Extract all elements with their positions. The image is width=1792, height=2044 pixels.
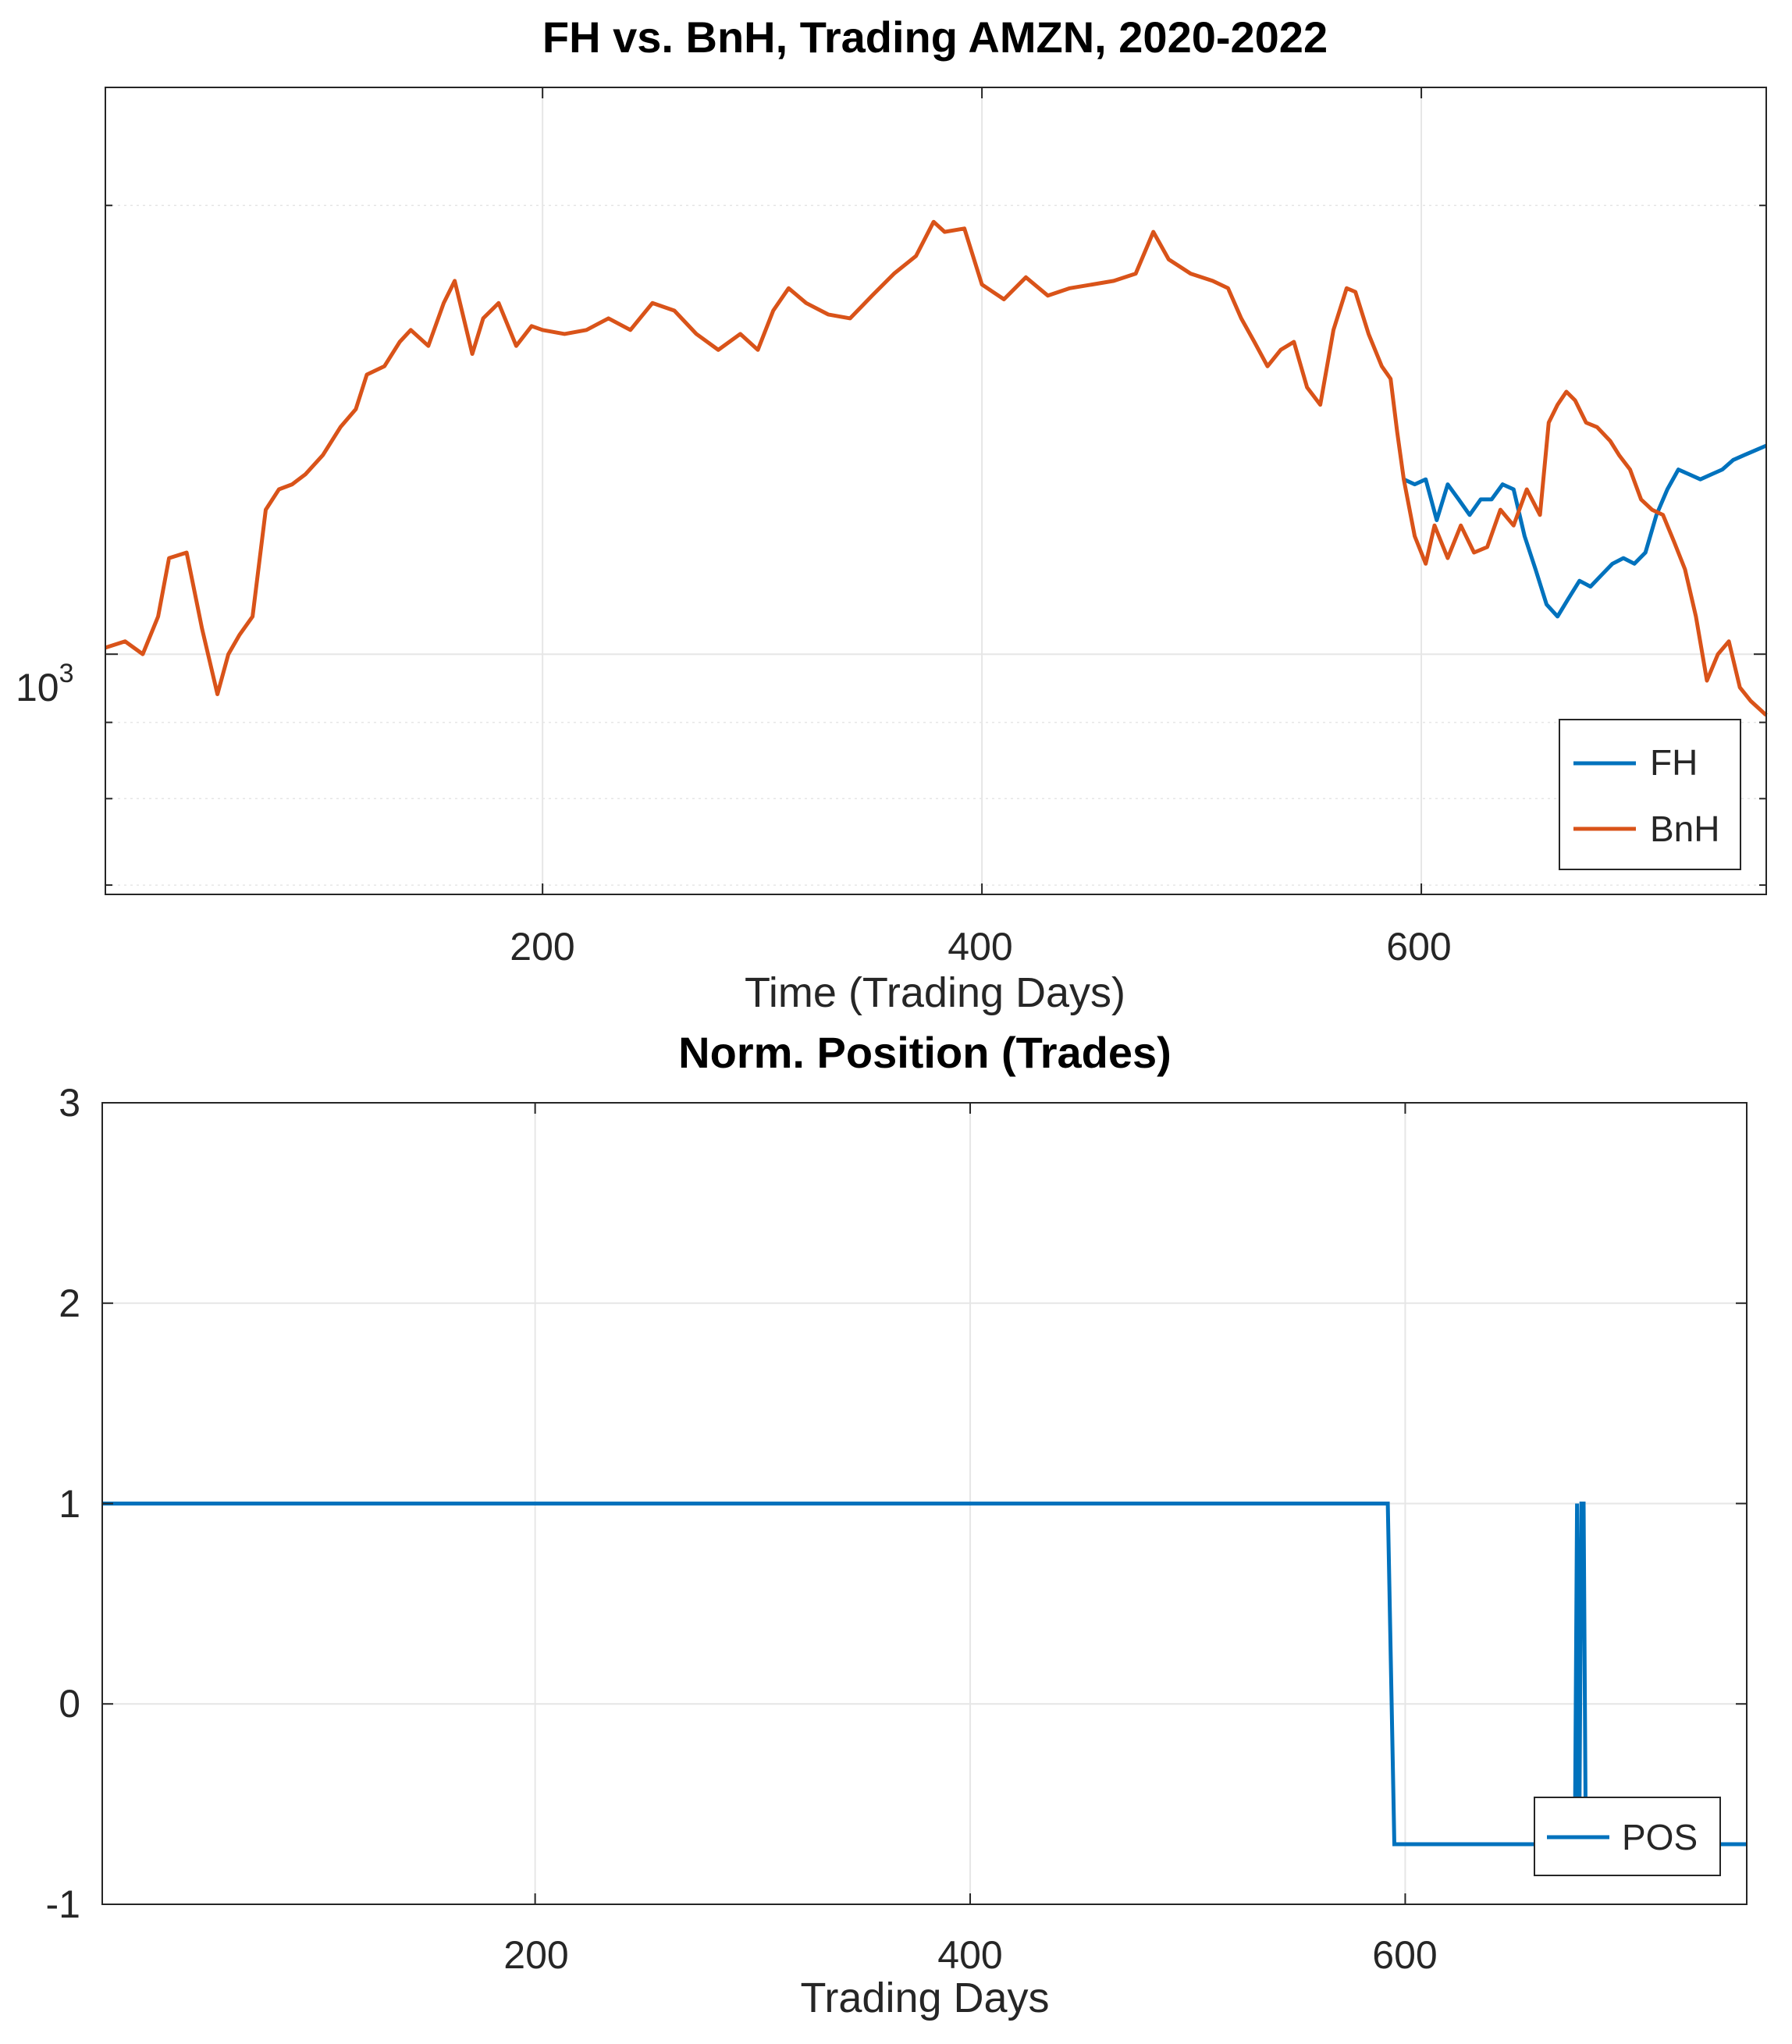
bottom-y-tick-label-2: 2 (59, 1281, 80, 1325)
top-chart-title: FH vs. BnH, Trading AMZN, 2020-2022 (542, 12, 1328, 62)
top-plot-border (105, 87, 1767, 895)
bottom-y-tick-label-3: 3 (59, 1081, 80, 1125)
top-y-tick-exponent: 3 (59, 659, 74, 688)
series-bnh-line (105, 219, 1768, 717)
bottom-lines (102, 1502, 1747, 1847)
series-fh-line (1403, 443, 1767, 619)
top-x-tick-label-400: 400 (948, 925, 1012, 969)
top-legend-box (1559, 719, 1741, 870)
top-x-tick-label-200: 200 (510, 925, 574, 969)
top-y-tick-base: 10 (16, 666, 59, 709)
bottom-y-tick-label-0: 0 (59, 1682, 80, 1726)
bottom-ticks (102, 1102, 1747, 1905)
top-x-axis-label: Time (Trading Days) (745, 969, 1125, 1016)
top-x-tick-label-600: 600 (1386, 925, 1451, 969)
bottom-x-tick-label-400: 400 (937, 1933, 1002, 1977)
top-y-tick-label: 103 (16, 659, 74, 709)
top-plot-area (105, 87, 1766, 894)
top-grid (105, 87, 1766, 894)
legend-bnh-label: BnH (1650, 809, 1719, 849)
top-chart: FH vs. BnH, Trading AMZN, 2020-2022 200 … (16, 12, 1768, 1016)
legend-pos-label: POS (1622, 1817, 1698, 1857)
bottom-y-tick-label-neg1: -1 (46, 1882, 80, 1926)
bottom-x-tick-label-600: 600 (1372, 1933, 1437, 1977)
legend-fh-label: FH (1650, 742, 1698, 783)
bottom-legend: POS (1534, 1797, 1721, 1876)
bottom-x-tick-label-200: 200 (503, 1933, 568, 1977)
bottom-chart: Norm. Position (Trades) 200 400 600 3 2 … (46, 1028, 1748, 2021)
bottom-y-tick-label-1: 1 (59, 1482, 80, 1526)
top-legend: FH BnH (1559, 719, 1741, 870)
bottom-x-axis-label: Trading Days (800, 1975, 1049, 2021)
top-ticks (105, 87, 1766, 894)
bottom-chart-title: Norm. Position (Trades) (678, 1028, 1172, 1077)
top-lines (105, 219, 1768, 717)
series-pos-line (102, 1502, 1747, 1847)
